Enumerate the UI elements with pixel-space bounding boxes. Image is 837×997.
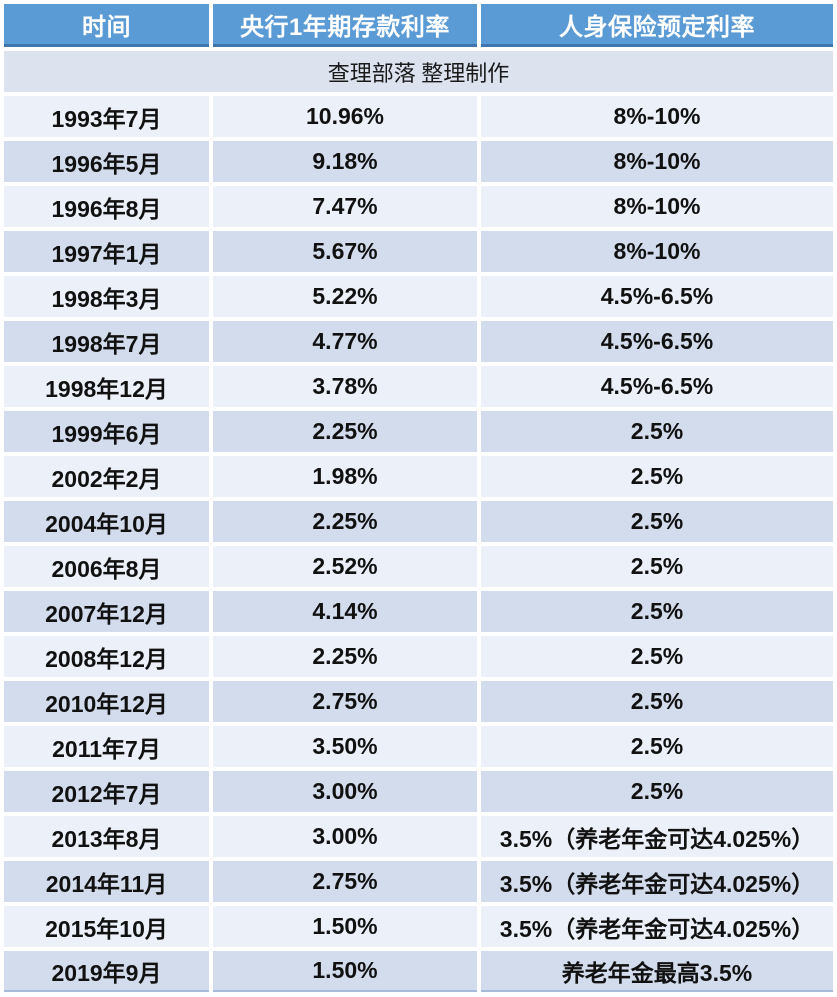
table-row: 2010年12月 2.75% 2.5% — [4, 681, 833, 722]
cell-time: 2007年12月 — [4, 591, 209, 632]
cell-bank-rate: 4.77% — [213, 321, 477, 362]
cell-bank-rate: 3.00% — [213, 816, 477, 857]
column-header-bank-rate: 央行1年期存款利率 — [213, 4, 477, 47]
cell-insurance-rate: 8%-10% — [481, 141, 833, 182]
cell-bank-rate: 2.75% — [213, 861, 477, 902]
cell-bank-rate: 3.50% — [213, 726, 477, 767]
cell-time: 2015年10月 — [4, 906, 209, 947]
cell-insurance-rate: 2.5% — [481, 546, 833, 587]
table-row: 2006年8月 2.52% 2.5% — [4, 546, 833, 587]
cell-insurance-rate: 3.5%（养老年金可达4.025%） — [481, 816, 833, 857]
cell-bank-rate: 7.47% — [213, 186, 477, 227]
cell-time: 1998年7月 — [4, 321, 209, 362]
table-row: 2007年12月 4.14% 2.5% — [4, 591, 833, 632]
cell-bank-rate: 1.50% — [213, 951, 477, 992]
cell-bank-rate: 2.25% — [213, 501, 477, 542]
cell-insurance-rate: 4.5%-6.5% — [481, 321, 833, 362]
cell-insurance-rate: 4.5%-6.5% — [481, 276, 833, 317]
table-row: 1999年6月 2.25% 2.5% — [4, 411, 833, 452]
table-row: 2014年11月 2.75% 3.5%（养老年金可达4.025%） — [4, 861, 833, 902]
cell-time: 2011年7月 — [4, 726, 209, 767]
table-row: 1996年8月 7.47% 8%-10% — [4, 186, 833, 227]
cell-insurance-rate: 2.5% — [481, 501, 833, 542]
table-row: 2013年8月 3.00% 3.5%（养老年金可达4.025%） — [4, 816, 833, 857]
cell-insurance-rate: 2.5% — [481, 771, 833, 812]
cell-insurance-rate: 养老年金最高3.5% — [481, 951, 833, 992]
cell-bank-rate: 2.25% — [213, 411, 477, 452]
header-row: 时间 央行1年期存款利率 人身保险预定利率 — [4, 4, 833, 47]
cell-time: 2012年7月 — [4, 771, 209, 812]
table-row: 2015年10月 1.50% 3.5%（养老年金可达4.025%） — [4, 906, 833, 947]
cell-insurance-rate: 2.5% — [481, 591, 833, 632]
table-row: 1993年7月 10.96% 8%-10% — [4, 96, 833, 137]
column-header-time: 时间 — [4, 4, 209, 47]
cell-time: 2013年8月 — [4, 816, 209, 857]
cell-bank-rate: 10.96% — [213, 96, 477, 137]
table-row: 2011年7月 3.50% 2.5% — [4, 726, 833, 767]
cell-time: 1993年7月 — [4, 96, 209, 137]
cell-time: 1998年12月 — [4, 366, 209, 407]
table-row: 1998年12月 3.78% 4.5%-6.5% — [4, 366, 833, 407]
cell-time: 1998年3月 — [4, 276, 209, 317]
cell-time: 2010年12月 — [4, 681, 209, 722]
cell-insurance-rate: 8%-10% — [481, 231, 833, 272]
cell-insurance-rate: 2.5% — [481, 411, 833, 452]
cell-bank-rate: 5.22% — [213, 276, 477, 317]
credit-row: 查理部落 整理制作 — [4, 51, 833, 92]
cell-time: 2004年10月 — [4, 501, 209, 542]
table-row: 1997年1月 5.67% 8%-10% — [4, 231, 833, 272]
cell-time: 2019年9月 — [4, 951, 209, 992]
cell-bank-rate: 4.14% — [213, 591, 477, 632]
table-row: 2012年7月 3.00% 2.5% — [4, 771, 833, 812]
cell-time: 2006年8月 — [4, 546, 209, 587]
cell-insurance-rate: 4.5%-6.5% — [481, 366, 833, 407]
cell-insurance-rate: 3.5%（养老年金可达4.025%） — [481, 861, 833, 902]
cell-insurance-rate: 2.5% — [481, 636, 833, 677]
cell-time: 1999年6月 — [4, 411, 209, 452]
table-row: 1998年7月 4.77% 4.5%-6.5% — [4, 321, 833, 362]
cell-time: 2002年2月 — [4, 456, 209, 497]
column-header-insurance-rate: 人身保险预定利率 — [481, 4, 833, 47]
cell-bank-rate: 2.75% — [213, 681, 477, 722]
cell-bank-rate: 2.25% — [213, 636, 477, 677]
cell-insurance-rate: 2.5% — [481, 726, 833, 767]
table-row: 2008年12月 2.25% 2.5% — [4, 636, 833, 677]
table-row: 2002年2月 1.98% 2.5% — [4, 456, 833, 497]
table-row: 2004年10月 2.25% 2.5% — [4, 501, 833, 542]
cell-insurance-rate: 3.5%（养老年金可达4.025%） — [481, 906, 833, 947]
cell-bank-rate: 1.98% — [213, 456, 477, 497]
cell-bank-rate: 3.78% — [213, 366, 477, 407]
cell-time: 2014年11月 — [4, 861, 209, 902]
table-row: 1996年5月 9.18% 8%-10% — [4, 141, 833, 182]
cell-insurance-rate: 8%-10% — [481, 96, 833, 137]
table-row: 2019年9月 1.50% 养老年金最高3.5% — [4, 951, 833, 992]
cell-bank-rate: 2.52% — [213, 546, 477, 587]
table-row: 1998年3月 5.22% 4.5%-6.5% — [4, 276, 833, 317]
cell-insurance-rate: 2.5% — [481, 681, 833, 722]
cell-insurance-rate: 2.5% — [481, 456, 833, 497]
cell-bank-rate: 9.18% — [213, 141, 477, 182]
cell-insurance-rate: 8%-10% — [481, 186, 833, 227]
cell-time: 1996年5月 — [4, 141, 209, 182]
cell-bank-rate: 5.67% — [213, 231, 477, 272]
cell-bank-rate: 3.00% — [213, 771, 477, 812]
credit-text: 查理部落 整理制作 — [4, 51, 833, 92]
cell-time: 1996年8月 — [4, 186, 209, 227]
cell-bank-rate: 1.50% — [213, 906, 477, 947]
cell-time: 1997年1月 — [4, 231, 209, 272]
cell-time: 2008年12月 — [4, 636, 209, 677]
